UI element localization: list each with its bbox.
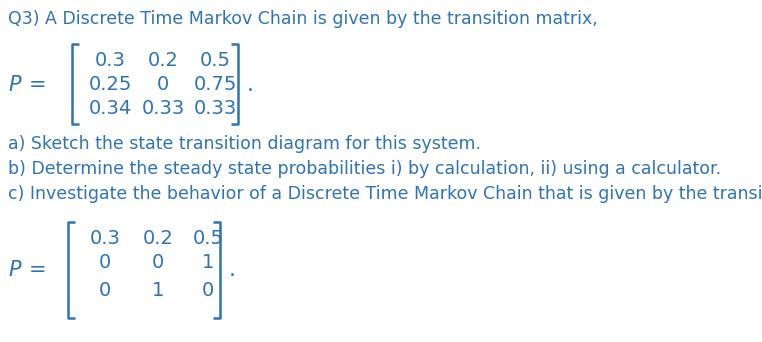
Text: 0: 0 xyxy=(202,280,214,300)
Text: a) Sketch the state transition diagram for this system.: a) Sketch the state transition diagram f… xyxy=(8,135,481,153)
Text: 0: 0 xyxy=(99,280,111,300)
Text: 0: 0 xyxy=(99,252,111,272)
Text: 0.34: 0.34 xyxy=(88,98,132,118)
Text: 0.2: 0.2 xyxy=(148,51,178,69)
Text: b) Determine the steady state probabilities i) by calculation, ii) using a calcu: b) Determine the steady state probabilit… xyxy=(8,160,721,178)
Text: 0: 0 xyxy=(152,252,164,272)
Text: 0.3: 0.3 xyxy=(90,228,120,248)
Text: 0: 0 xyxy=(157,75,169,93)
Text: Q3) A Discrete Time Markov Chain is given by the transition matrix,: Q3) A Discrete Time Markov Chain is give… xyxy=(8,10,597,28)
Text: .: . xyxy=(229,260,236,280)
Text: .: . xyxy=(247,75,254,95)
Text: 0.75: 0.75 xyxy=(194,75,237,93)
Text: 0.3: 0.3 xyxy=(94,51,126,69)
Text: c) Investigate the behavior of a Discrete Time Markov Chain that is given by the: c) Investigate the behavior of a Discret… xyxy=(8,185,762,203)
Text: 1: 1 xyxy=(202,252,214,272)
Text: 1: 1 xyxy=(152,280,164,300)
Text: 0.5: 0.5 xyxy=(193,228,223,248)
Text: 0.2: 0.2 xyxy=(142,228,174,248)
Text: 0.5: 0.5 xyxy=(200,51,230,69)
Text: 0.33: 0.33 xyxy=(142,98,184,118)
Text: 0.33: 0.33 xyxy=(194,98,237,118)
Text: $P\,=$: $P\,=$ xyxy=(8,260,46,280)
Text: 0.25: 0.25 xyxy=(88,75,132,93)
Text: $P\,=$: $P\,=$ xyxy=(8,75,46,95)
